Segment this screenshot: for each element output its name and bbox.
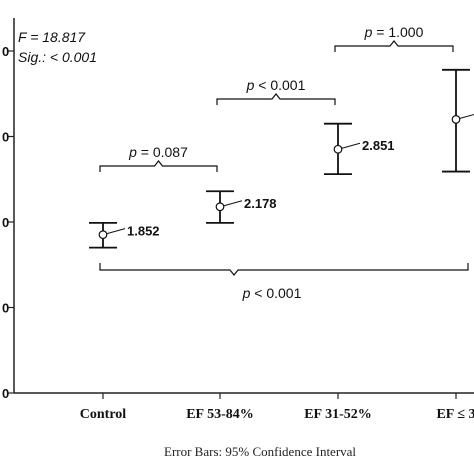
y-tick-label: 0 bbox=[2, 386, 9, 401]
mean-label: 2.851 bbox=[362, 138, 395, 153]
y-tick-label: 0 bbox=[2, 130, 9, 145]
label-leader bbox=[341, 142, 361, 149]
comparison-label: p = 1.000 bbox=[364, 24, 424, 40]
category-label: EF 31-52% bbox=[304, 407, 372, 422]
y-tick-label: 0 bbox=[2, 215, 9, 230]
label-leader bbox=[223, 200, 243, 207]
category-label: EF ≤ 3 bbox=[436, 407, 474, 422]
comparison-bracket bbox=[99, 263, 469, 276]
y-ticks: 0 0 0 0 0 bbox=[2, 44, 14, 401]
y-tick-label: 0 bbox=[2, 301, 9, 316]
comparison-label: p < 0.001 bbox=[246, 77, 306, 93]
label-leader bbox=[459, 113, 474, 119]
mean-point bbox=[215, 202, 225, 212]
axes bbox=[13, 18, 474, 394]
comparison-bracket bbox=[334, 40, 454, 52]
comparison-label: p < 0.001 bbox=[242, 285, 302, 301]
comparison-label: p = 0.087 bbox=[128, 144, 188, 160]
mean-label: 1.852 bbox=[127, 224, 160, 239]
comparison-bracket bbox=[99, 160, 218, 172]
comparison-brackets: p = 0.087 p < 0.001 p = 1.000 p < 0.001 bbox=[99, 24, 469, 301]
mean-label: 2.178 bbox=[244, 196, 277, 211]
footnote: Error Bars: 95% Confidence Interval bbox=[164, 444, 356, 459]
mean-point bbox=[98, 230, 108, 240]
comparison-bracket bbox=[216, 93, 336, 105]
stats-box: F = 18.817 Sig.: < 0.001 bbox=[18, 29, 97, 65]
category-label: Control bbox=[80, 407, 127, 422]
label-leader bbox=[106, 228, 126, 235]
f-statistic: F = 18.817 bbox=[18, 29, 86, 45]
mean-point bbox=[333, 144, 343, 154]
category-labels: Control EF 53-84% EF 31-52% EF ≤ 3 bbox=[80, 393, 474, 422]
mean-point bbox=[451, 114, 461, 124]
category-label: EF 53-84% bbox=[186, 407, 254, 422]
sig-statistic: Sig.: < 0.001 bbox=[18, 49, 97, 65]
y-tick-label: 0 bbox=[2, 44, 9, 59]
